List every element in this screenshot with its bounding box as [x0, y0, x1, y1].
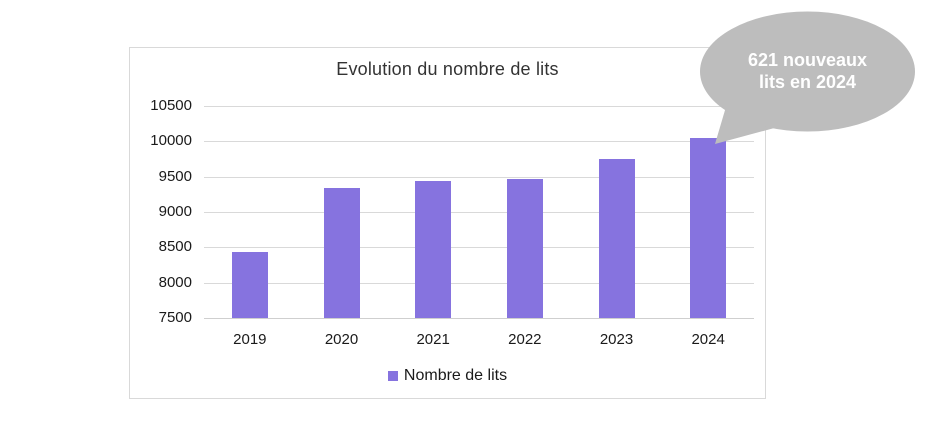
x-axis-tick-label: 2021	[416, 331, 450, 348]
y-axis-tick-label: 8500	[158, 238, 192, 256]
bar-2023	[598, 159, 635, 318]
y-axis-tick-label: 9000	[158, 203, 192, 220]
callout-text: 621 nouveaux lits en 2024	[700, 49, 915, 93]
x-axis-tick-label: 2024	[691, 331, 725, 348]
speech-bubble-icon	[700, 11, 915, 144]
y-axis-tick-label: 10500	[150, 97, 192, 114]
legend-swatch-icon	[387, 371, 398, 381]
x-axis-tick-label: 2019	[233, 331, 267, 348]
gridline	[204, 247, 754, 249]
bar-2022	[506, 179, 543, 318]
bar-2019	[231, 252, 268, 318]
callout-text-line2: lits en 2024	[758, 72, 857, 92]
bar-2024	[690, 137, 727, 318]
legend-label: Nombre de lits	[403, 367, 508, 384]
chart-frame: Evolution du nombre de lits 7500 8000 8500…	[129, 47, 766, 399]
gridline	[204, 282, 754, 284]
callout-text-line1: 621 nouveaux	[747, 50, 868, 70]
gridline	[204, 141, 754, 143]
plot-area: 7500 8000 8500 9000 9500 10000 10500 2019 2020 20…	[130, 48, 765, 398]
bar-2021	[415, 180, 452, 318]
x-axis-tick-label: 2023	[599, 331, 634, 348]
chart-legend: Nombre de lits	[130, 367, 765, 385]
y-axis-tick-label: 9500	[158, 167, 192, 185]
gridline	[204, 212, 754, 213]
callout-bubble: 621 nouveaux lits en 2024	[690, 0, 925, 162]
y-axis-tick-label: 8000	[158, 273, 192, 291]
x-axis-tick-label: 2020	[324, 331, 359, 348]
bar-2020	[323, 187, 360, 318]
gridline	[204, 106, 754, 107]
y-axis-tick-label: 7500	[158, 309, 192, 326]
x-axis-tick-label: 2022	[508, 331, 542, 348]
chart-title: Evolution du nombre de lits	[336, 59, 559, 79]
gridline	[204, 176, 754, 178]
x-axis-line	[204, 318, 754, 319]
y-axis-tick-label: 10000	[150, 132, 192, 150]
